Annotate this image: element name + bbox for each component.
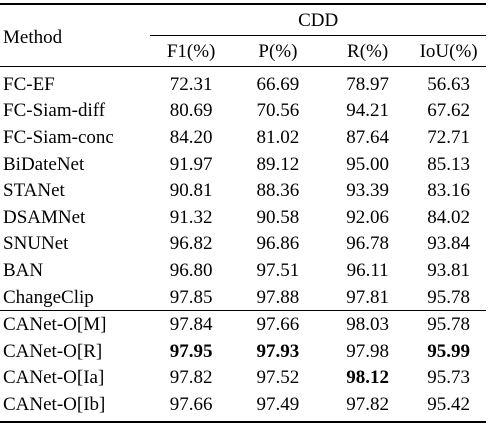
precision-value: 70.56 (256, 100, 300, 122)
iou-value: 72.71 (427, 126, 470, 148)
recall-value: 78.97 (324, 65, 412, 98)
method-name: ChangeClip (3, 286, 94, 308)
iou-value: 85.13 (427, 153, 470, 175)
precision-value: 97.52 (256, 367, 300, 389)
iou-value-best: 95.99 (427, 340, 470, 362)
f1-value: 97.66 (150, 391, 232, 423)
method-column-header: Method (0, 3, 151, 67)
table-row: FC-EF 72.31 66.69 78.97 56.63 (0, 65, 486, 98)
iou-value: 67.62 (427, 100, 470, 122)
table-row: CANet-O[R] 97.95 97.93 97.98 95.99 (0, 338, 486, 365)
cdd-results-table: Method CDD F1(%) P(%) R(%) IoU(%) FC-EF … (0, 3, 486, 423)
iou-column-header: IoU(%) (419, 40, 478, 62)
precision-value: 66.69 (231, 65, 324, 98)
recall-value: 98.03 (324, 310, 412, 338)
f1-value: 80.69 (169, 100, 213, 122)
f1-value: 97.84 (150, 310, 232, 338)
iou-value: 84.02 (427, 206, 470, 228)
recall-value: 97.98 (346, 340, 389, 362)
f1-value: 84.20 (169, 126, 213, 148)
header-row-group: Method CDD (0, 3, 486, 67)
method-name: CANet-O[Ib] (0, 391, 151, 423)
f1-value: 90.81 (169, 180, 213, 202)
method-name: FC-EF (0, 65, 151, 98)
f1-value: 96.82 (169, 233, 213, 255)
method-name: FC-Siam-conc (3, 126, 114, 148)
iou-value: 95.78 (411, 310, 486, 338)
method-name: STANet (3, 180, 65, 202)
method-name: CANet-O[Ia] (3, 367, 105, 389)
header-row-metrics: F1(%) P(%) R(%) IoU(%) (0, 36, 486, 67)
method-name: CANet-O[M] (0, 310, 151, 338)
iou-value: 95.78 (427, 286, 470, 308)
f1-column-header: F1(%) (166, 40, 216, 62)
table-row: FC-Siam-diff 80.69 70.56 94.21 67.62 (0, 98, 486, 125)
recall-value: 97.82 (324, 391, 412, 423)
table-row: FC-Siam-conc 84.20 81.02 87.64 72.71 (0, 124, 486, 151)
table-row: SNUNet 96.82 96.86 96.78 93.84 (0, 231, 486, 258)
recall-value-best: 98.12 (346, 367, 389, 389)
recall-value: 94.21 (346, 100, 389, 122)
iou-value: 83.16 (427, 180, 470, 202)
cdd-group-header: CDD (150, 3, 486, 36)
recall-value: 95.00 (346, 153, 389, 175)
table-row: CANet-O[Ia] 97.82 97.52 98.12 95.73 (0, 365, 486, 392)
recall-value: 96.78 (346, 233, 389, 255)
iou-value: 93.81 (427, 259, 470, 281)
method-name: FC-Siam-diff (3, 100, 106, 122)
precision-value: 88.36 (256, 180, 300, 202)
precision-value: 90.58 (256, 206, 300, 228)
table-row: BAN 96.80 97.51 96.11 93.81 (0, 257, 486, 284)
precision-value: 97.66 (231, 310, 324, 338)
precision-value-best: 97.93 (256, 340, 300, 362)
iou-value: 93.84 (427, 233, 470, 255)
f1-value: 97.85 (169, 286, 213, 308)
precision-value: 81.02 (256, 126, 300, 148)
table-row: CANet-O[Ib] 97.66 97.49 97.82 95.42 (0, 391, 486, 423)
f1-value: 96.80 (169, 259, 213, 281)
f1-value: 97.82 (169, 367, 213, 389)
f1-value: 91.32 (169, 206, 213, 228)
recall-value: 92.06 (346, 206, 389, 228)
table-row: DSAMNet 91.32 90.58 92.06 84.02 (0, 204, 486, 231)
method-name: BAN (3, 259, 44, 281)
f1-value: 72.31 (150, 65, 232, 98)
recall-value: 93.39 (346, 180, 389, 202)
precision-value: 97.88 (256, 286, 300, 308)
recall-value: 96.11 (346, 259, 389, 281)
recall-value: 87.64 (346, 126, 389, 148)
table-row: BiDateNet 91.97 89.12 95.00 85.13 (0, 151, 486, 178)
f1-value: 91.97 (169, 153, 213, 175)
recall-value: 97.81 (346, 286, 389, 308)
iou-value: 56.63 (411, 65, 486, 98)
f1-value-best: 97.95 (169, 340, 213, 362)
method-name: BiDateNet (3, 153, 85, 175)
precision-value: 97.51 (256, 259, 300, 281)
table-row: STANet 90.81 88.36 93.39 83.16 (0, 177, 486, 204)
table-row: CANet-O[M] 97.84 97.66 98.03 95.78 (0, 310, 486, 338)
table-row: ChangeClip 97.85 97.88 97.81 95.78 (0, 284, 486, 311)
iou-value: 95.42 (411, 391, 486, 423)
precision-value: 96.86 (256, 233, 300, 255)
recall-column-header: R(%) (347, 40, 389, 62)
precision-value: 97.49 (231, 391, 324, 423)
precision-column-header: P(%) (258, 40, 298, 62)
method-name: CANet-O[R] (3, 340, 103, 362)
method-name: SNUNet (3, 233, 69, 255)
iou-value: 95.73 (427, 367, 470, 389)
method-name: DSAMNet (3, 206, 86, 228)
precision-value: 89.12 (256, 153, 300, 175)
